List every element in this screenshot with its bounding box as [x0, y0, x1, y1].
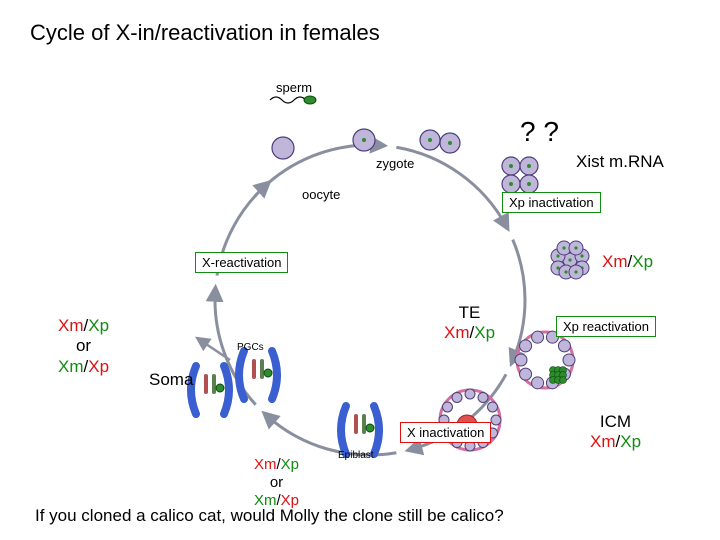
page-title: Cycle of X-in/reactivation in females [30, 20, 380, 46]
xmxp-right_xmxp: Xm/Xp [602, 252, 653, 272]
box-xp_inact: Xp inactivation [502, 192, 601, 213]
cycle-arc [267, 145, 381, 184]
box-x_inact: X inactivation [400, 422, 491, 443]
label-pgcs: PGCs [237, 342, 264, 353]
label-soma: Soma [149, 370, 193, 390]
label-oocyte: oocyte [302, 187, 340, 202]
xmxp-te_xmxp: TEXm/Xp [444, 303, 495, 344]
cycle-arc [513, 240, 525, 361]
te-ring [517, 332, 573, 388]
xmxp-left_stack: Xm/XporXm/Xp [58, 316, 109, 377]
box-xp_react: Xp reactivation [556, 316, 656, 337]
xmxp-bot_stack: Xm/XporXm/Xp [254, 456, 299, 510]
label-zygote: zygote [376, 156, 414, 171]
label-xist: Xist m.RNA [576, 152, 664, 172]
label-sperm: sperm [276, 80, 312, 95]
cycle-arc [267, 416, 397, 455]
label-epiblast: Epiblast [338, 450, 374, 461]
xmxp-icm_xmxp: ICMXm/Xp [590, 412, 641, 453]
label-qq: ? ? [520, 116, 559, 148]
box-x_react: X-reactivation [195, 252, 288, 273]
